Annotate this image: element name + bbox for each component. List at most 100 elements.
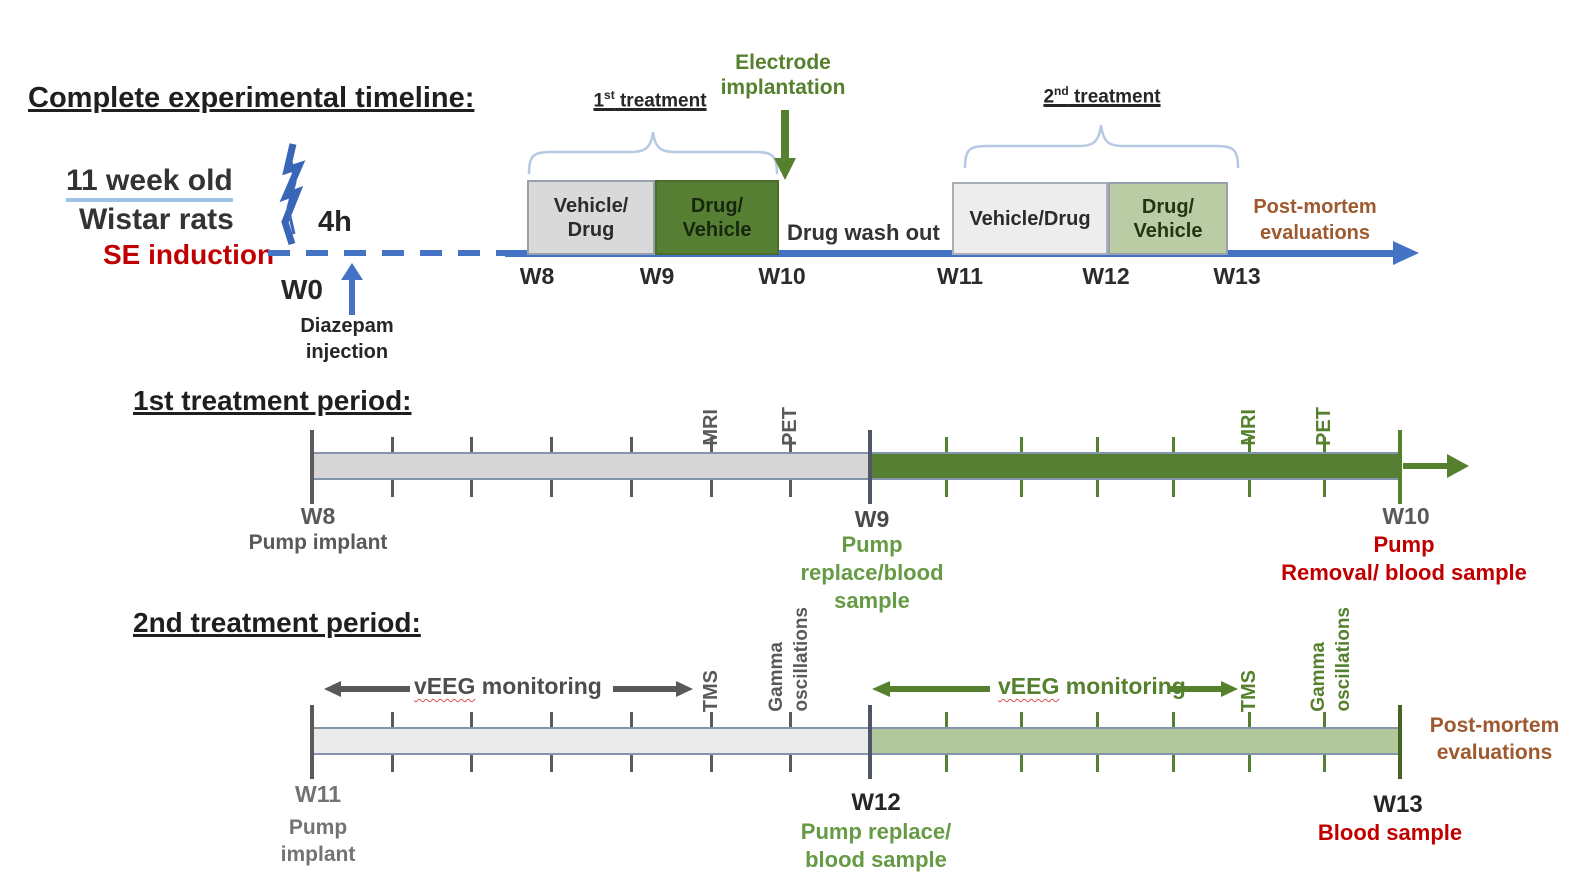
tick-mark [310,430,314,504]
week-label-w10: W10 [758,263,806,289]
diazepam-caption: Diazepam injection [277,313,417,365]
period2-w11-caption-line2: implant [280,843,356,866]
period1-w9-label: W9 [854,506,890,532]
period1-w9-caption-line1: Pump [841,532,903,557]
box2-line1: Drug/ [690,194,744,217]
period2-w11-caption-line1: Pump [288,816,348,839]
period1-heading: 1st treatment period: [133,385,412,416]
subject-age-text: 11 week old [66,164,233,202]
week-label-w11: W11 [936,263,984,289]
box-vehicle-drug-2: Vehicle/Drug [952,182,1108,255]
box4-line1: Drug/ [1141,195,1195,218]
period2-w12-label: W12 [851,789,901,816]
period2-w12-caption-line2: blood sample [805,847,947,872]
week-label-w13: W13 [1213,263,1261,289]
period1-w8-label: W8 [300,503,336,529]
tick-mark [868,705,872,779]
postmortem-bottom-label: Post-mortem evaluations [1412,712,1577,766]
week0-label: W0 [281,274,323,305]
treatment1-rest: treatment [614,90,707,112]
veeg2-word: vEEG [998,673,1060,699]
box-vehicle-drug-1: Vehicle/ Drug [527,180,655,255]
dashed-timeline-segment [268,250,508,256]
period2-tms-gray-label: TMS [699,669,722,712]
treatment2-brace [963,124,1240,169]
period1-w9-caption: Pump replace/blood sample [772,531,972,615]
box2-line2: Vehicle [682,218,752,241]
period1-w9-caption-line3: sample [834,588,910,613]
period1-mri-green-label: MRI [1237,409,1260,446]
tick-mark [310,705,314,779]
se-induction-label: SE induction [103,239,275,270]
postmortem-bottom-line1: Post-mortem [1429,714,1560,737]
drug-washout-label: Drug wash out [787,220,940,245]
period1-pet-gray-label: PET [778,407,801,446]
period2-gamma-green-label: Gamma oscillations [1307,607,1354,712]
period1-w8-caption: Pump implant [248,531,388,554]
period2-w12-caption-line1: Pump replace/ [800,819,952,844]
period1-pet-green-label: PET [1312,407,1335,446]
tick-mark [868,430,872,504]
treatment2-num: 2 [1043,86,1055,108]
seizure-bolt-icon [279,143,306,246]
period2-gamma-gray-label: Gamma oscillations [765,607,812,712]
diazepam-caption-line1: Diazepam [300,315,394,337]
veeg1-word: vEEG [414,673,476,699]
electrode-implantation-label: Electrode implantation [693,50,873,100]
box3-line1: Vehicle/Drug [969,207,1091,230]
subject-age: 11 week old [66,164,233,202]
box-drug-vehicle-1: Drug/ Vehicle [655,180,779,255]
treatment2-rest: treatment [1068,86,1161,108]
veeg2-left-arrow [872,681,990,697]
veeg1-label: vEEG monitoring [414,673,602,700]
box1-line1: Vehicle/ [553,194,629,217]
postmortem-top-line2: evaluations [1259,222,1371,244]
electrode-line2: implantation [720,76,846,99]
week-label-w8: W8 [519,263,555,289]
period1-w10-label: W10 [1382,503,1430,529]
box-drug-vehicle-2: Drug/ Vehicle [1108,182,1228,255]
period2-w11-label: W11 [294,781,342,807]
diazepam-caption-line2: injection [305,341,389,363]
box4-line2: Vehicle [1133,219,1203,242]
period1-w9-caption-line2: replace/blood [800,560,944,585]
period1-mri-gray-label: MRI [699,409,722,446]
veeg2-right-arrow [1168,681,1238,697]
period1-drug-bar [870,452,1400,480]
electrode-arrow-icon [774,110,796,180]
period2-heading: 2nd treatment period: [133,607,421,638]
veeg1-left-arrow [324,681,410,697]
period2-w12-caption: Pump replace/ blood sample [776,818,976,874]
period1-w10-caption: Pump Removal/ blood sample [1264,531,1544,587]
treatment1-num: 1 [593,90,605,112]
veeg2-rest: monitoring [1059,673,1186,699]
period1-vehicle-bar [312,452,870,480]
treatment2-bracket-label: 2nd treatment [1012,84,1192,108]
period2-drug-bar [870,727,1400,755]
figure-title: Complete experimental timeline: [28,82,475,114]
period1-continuation-arrow [1403,454,1469,478]
tick-mark [1398,430,1402,504]
period1-w10-caption-line1: Pump [1373,532,1435,557]
period2-tms-green-label: TMS [1237,669,1260,712]
main-timeline-line [505,250,1395,257]
veeg1-rest: monitoring [475,673,602,699]
box1-line2: Drug [567,218,615,241]
subject-strain: Wistar rats [79,203,234,236]
period2-w11-caption: Pump implant [248,814,388,868]
treatment2-sup: nd [1054,84,1069,98]
period2-w13-caption: Blood sample [1317,820,1463,845]
period2-w13-label: W13 [1373,791,1423,818]
treatment1-bracket-label: 1st treatment [560,88,740,112]
delay-4h-label: 4h [318,206,352,238]
treatment1-sup: st [604,88,615,102]
tick-mark [1398,705,1402,779]
diazepam-arrow-icon [341,263,363,315]
treatment1-brace [527,131,779,175]
postmortem-top-label: Post-mortem evaluations [1240,194,1390,246]
postmortem-top-line1: Post-mortem [1253,196,1377,218]
veeg1-right-arrow [613,681,693,697]
period1-w10-caption-line2: Removal/ blood sample [1281,560,1527,585]
postmortem-bottom-line2: evaluations [1436,741,1553,764]
